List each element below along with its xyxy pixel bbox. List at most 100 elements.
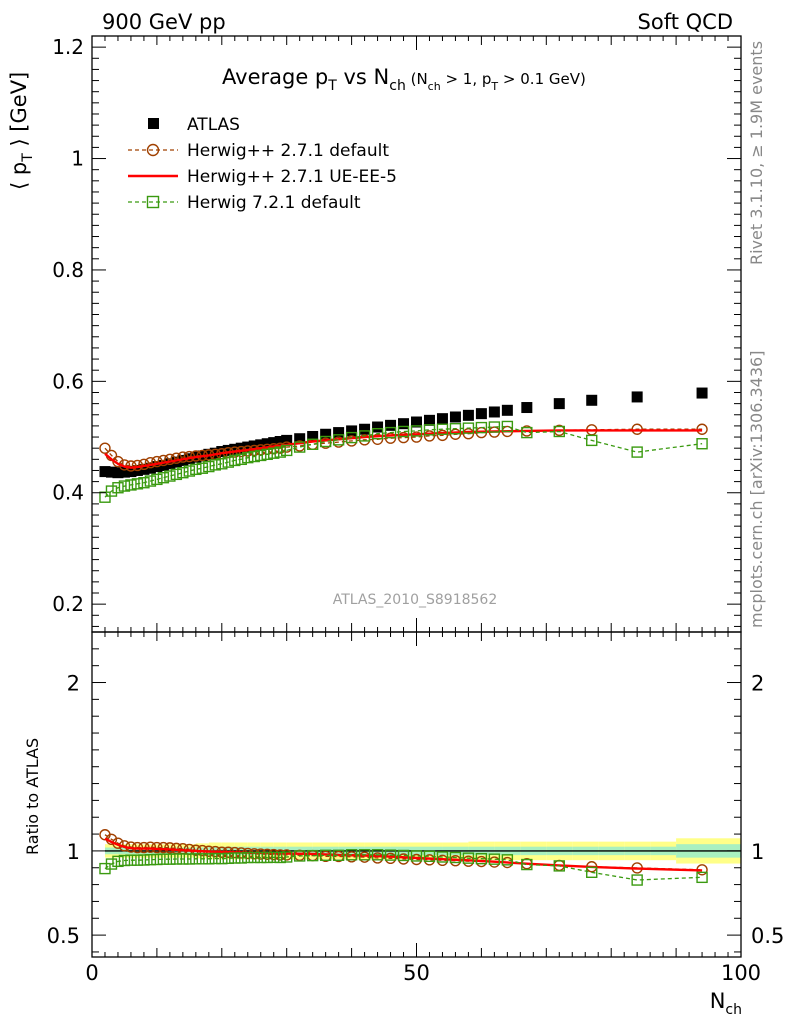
ratio-point-herwig-2-7-1-default [144,841,157,853]
legend-entry-herwigpp-ueee5: Herwig++ 2.7.1 UE-EE-5 [128,167,397,187]
legend-label-atlas: ATLAS [187,115,240,135]
ratio-point-herwig-7-2-1-default [229,852,241,864]
ratio-point-herwig-2-7-1-default [164,842,176,854]
main-point-herwig-7-2-1-default [209,459,222,471]
main-point-herwig-7-2-1-default [99,491,111,503]
main-point-atlas [696,387,708,399]
ratio-y-axis-label: Ratio to ATLAS [23,738,42,855]
main-point-herwig-7-2-1-default [306,438,319,450]
x-tick-label: 0 [85,961,98,985]
x-axis-label: Nch [710,989,742,1018]
main-point-herwig-7-2-1-default [229,454,241,467]
ratio-point-herwig-7-2-1-default [436,851,449,863]
main-point-herwig-7-2-1-default [475,421,488,434]
ratio-point-herwig-7-2-1-default [423,850,436,863]
main-point-herwig-7-2-1-default [144,475,157,487]
ratio-y-tick-label-right: 0.5 [751,924,784,948]
y-tick-label: 1.2 [52,35,84,59]
main-point-herwig-7-2-1-default [436,423,449,435]
main-point-herwig-7-2-1-default [410,425,423,437]
legend-marker-atlas [148,118,159,129]
ratio-point-herwig-7-2-1-default [144,853,157,866]
main-point-herwig-7-2-1-default [521,426,533,439]
main-panel-data [99,387,708,503]
x-tick-label: 50 [403,961,430,985]
main-point-herwig-7-2-1-default [488,421,501,433]
main-point-herwig-7-2-1-default [281,444,293,457]
ratio-point-herwig-7-2-1-default [157,853,170,865]
main-point-herwig-7-2-1-default [177,466,189,479]
main-point-herwig-7-2-1-default [586,434,598,447]
main-point-herwig-2-7-1-default [144,456,157,469]
main-point-atlas [112,467,124,479]
main-point-herwig-7-2-1-default [216,458,228,470]
main-point-atlas [281,434,293,446]
y-tick-label: 1 [71,147,84,171]
ratio-point-herwig-7-2-1-default [631,874,643,886]
main-point-atlas [359,423,371,435]
main-point-herwig-7-2-1-default [105,485,118,497]
main-point-herwig-7-2-1-default [332,434,345,446]
legend-entry-herwig7-default: Herwig 7.2.1 default [128,193,361,213]
ratio-point-herwig-7-2-1-default [138,854,150,866]
legend-label-herwigpp-default: Herwig++ 2.7.1 default [187,141,389,161]
main-point-atlas [242,441,254,453]
ratio-point-herwig-7-2-1-default [397,849,410,862]
ratio-point-herwig-7-2-1-default [170,853,183,865]
main-point-herwig-7-2-1-default [222,456,234,468]
ratio-point-herwig-7-2-1-default [209,852,222,865]
main-point-atlas [488,406,500,418]
main-point-atlas [462,409,474,421]
main-point-atlas [411,416,422,428]
ratio-point-herwig-7-2-1-default [248,851,260,864]
ratio-panel-data [99,829,741,886]
main-point-herwig-7-2-1-default [255,449,267,462]
main-point-herwig-7-2-1-default [112,482,124,494]
main-point-herwig-7-2-1-default [190,463,202,476]
main-point-atlas [346,425,358,437]
main-point-herwig-7-2-1-default [248,450,260,463]
ratio-point-herwig-7-2-1-default [125,854,137,866]
ratio-point-herwig-7-2-1-default [345,849,358,861]
main-point-atlas [235,442,247,454]
main-point-herwig-7-2-1-default [274,446,286,458]
ratio-point-herwig-7-2-1-default [190,853,202,865]
ratio-point-herwig-7-2-1-default [306,849,319,862]
main-point-atlas [501,404,513,416]
main-point-herwig-7-2-1-default [242,451,254,464]
ratio-y-tick-label: 2 [67,672,80,696]
header-right: Soft QCD [638,10,733,34]
main-point-atlas [398,418,410,430]
ratio-point-herwig-7-2-1-default [235,852,247,864]
ratio-y-tick-label-right: 1 [751,840,764,864]
ratio-point-herwig-7-2-1-default [242,851,254,864]
ratio-y-tick-label: 1 [67,840,80,864]
ratio-panel: 0.5 0.5 1 1 2 2 0 50 100 Ratio to ATLAS Nch [23,631,784,1018]
main-point-atlas [294,433,306,445]
ratio-y-tick-label-right: 2 [751,672,764,696]
main-point-herwig-2-7-1-default [397,431,410,444]
main-point-atlas [307,430,319,442]
main-point-atlas [449,411,461,423]
main-point-herwig-7-2-1-default [151,473,163,486]
ratio-point-herwig-7-2-1-default [177,853,189,865]
ratio-point-herwig-7-2-1-default [358,849,371,861]
main-point-herwig-7-2-1-default [157,472,170,484]
y-tick-label: 0.6 [52,369,84,393]
main-point-herwig-2-7-1-default [410,431,423,443]
ratio-point-herwig-2-7-1-default [157,841,170,854]
main-point-atlas [586,394,598,406]
ratio-point-herwig-7-2-1-default [410,850,423,862]
ratio-point-herwig-7-2-1-default [151,853,163,866]
main-point-atlas [118,466,130,478]
main-point-atlas [229,443,241,455]
main-point-herwig-2-7-1-default [151,455,163,468]
main-point-herwig-7-2-1-default [345,431,358,444]
main-point-herwig-7-2-1-default [131,478,144,490]
main-point-atlas [274,436,286,448]
main-point-herwig-7-2-1-default [203,460,215,473]
legend-marker-herwigpp-default [146,143,160,157]
main-point-atlas [372,421,384,433]
y-tick-label: 0.4 [52,481,84,505]
ratio-point-herwig-7-2-1-default [131,854,144,866]
